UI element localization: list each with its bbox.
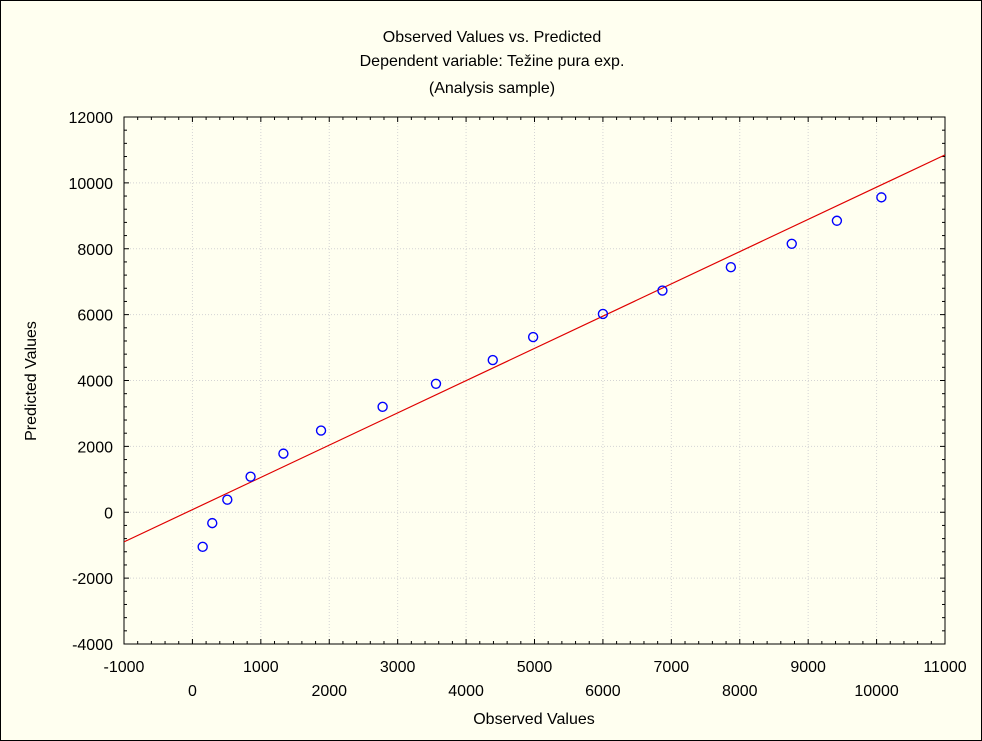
chart-subtitle-2: (Analysis sample)	[428, 80, 556, 97]
data-point	[487, 354, 498, 366]
x-tick-label: 11000	[923, 659, 966, 676]
x-tick-label: 8000	[722, 683, 758, 700]
data-point	[657, 285, 668, 296]
y-tick-label: -2000	[72, 571, 113, 588]
data-point	[245, 471, 256, 482]
x-tick-label: 6000	[585, 683, 621, 700]
y-tick-label: 2000	[77, 439, 113, 456]
y-tick-label: -4000	[72, 637, 113, 654]
regression-line	[124, 154, 945, 543]
data-point	[197, 541, 208, 553]
y-tick-label: 0	[104, 505, 113, 522]
y-tick-label: 6000	[77, 308, 113, 325]
data-point	[786, 238, 797, 250]
x-tick-label: 3000	[380, 659, 416, 676]
x-tick-label: 4000	[448, 683, 484, 700]
data-point	[831, 215, 843, 226]
x-tick-label: 2000	[311, 683, 347, 700]
y-tick-label: 8000	[77, 242, 113, 259]
chart-title: Observed Values vs. Predicted	[382, 29, 602, 46]
data-point	[377, 401, 388, 413]
data-point	[430, 378, 442, 389]
data-point	[597, 308, 609, 320]
y-tick-label: 12000	[69, 110, 114, 127]
chart-subtitle: Dependent variable: Težine pura exp.	[359, 53, 625, 70]
x-tick-label: 1000	[243, 659, 279, 676]
data-point	[527, 331, 539, 343]
data-point	[725, 261, 737, 273]
data-point	[315, 425, 327, 436]
data-point	[278, 448, 289, 459]
x-tick-label: -1000	[104, 659, 145, 676]
x-tick-label: 7000	[654, 659, 690, 676]
x-axis-label: Observed Values	[473, 711, 595, 728]
x-tick-label: 9000	[790, 659, 826, 676]
x-tick-label: 0	[188, 683, 197, 700]
data-point	[876, 192, 887, 203]
x-tick-label: 10000	[854, 683, 899, 700]
y-tick-label: 10000	[69, 176, 114, 193]
y-tick-label: 4000	[77, 374, 113, 391]
y-axis-label: Predicted Values	[23, 321, 40, 441]
x-tick-label: 5000	[517, 659, 553, 676]
data-point	[207, 517, 218, 529]
data-point	[222, 494, 233, 505]
